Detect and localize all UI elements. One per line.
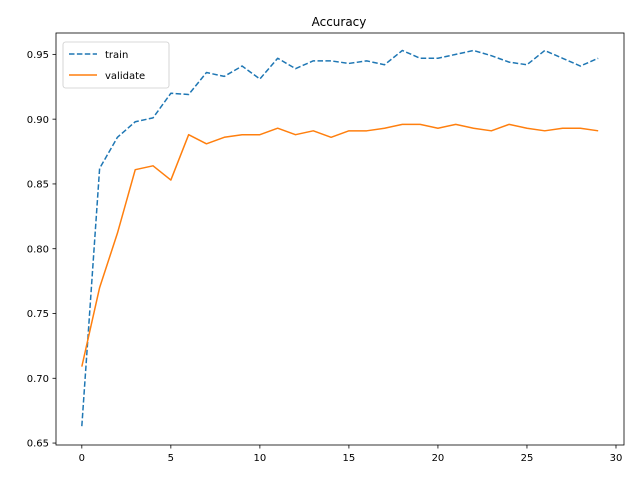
chart-title: Accuracy: [312, 15, 367, 29]
plot-area-frame: [55, 32, 625, 446]
x-tick-label: 30: [610, 453, 623, 464]
x-tick-label: 10: [254, 453, 267, 464]
series-layer: [81, 49, 599, 427]
legend-label-train: train: [105, 50, 128, 61]
y-tick-label: 0.70: [27, 374, 49, 385]
axes-layer: 0 5 10 15 20 25 30 0.65 0.70 0.75 0.80 0.85 0.90 0.95: [27, 32, 625, 464]
x-tick-label: 25: [521, 453, 534, 464]
legend-label-validate: validate: [105, 71, 145, 82]
x-tick-label: 5: [168, 453, 174, 464]
y-tick-label: 0.90: [27, 115, 49, 126]
legend: train validate: [62, 41, 170, 89]
y-tick-label: 0.85: [27, 180, 49, 191]
x-tick-label: 20: [432, 453, 445, 464]
y-tick-label: 0.80: [27, 244, 49, 255]
y-tick-label: 0.75: [27, 309, 49, 320]
y-tick-label: 0.65: [27, 439, 49, 450]
x-tick-label: 15: [343, 453, 356, 464]
x-tick-label: 0: [79, 453, 85, 464]
y-tick-label: 0.95: [27, 50, 49, 61]
series-line-validate: [81, 123, 599, 367]
